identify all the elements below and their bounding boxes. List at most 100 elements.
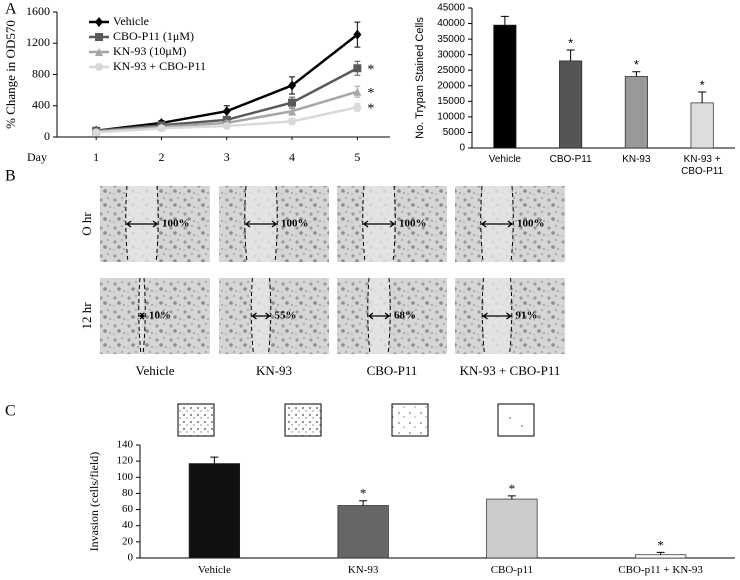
row-label: O hr [79,212,94,236]
bar [690,102,714,149]
y-tick-label: 20 [122,535,134,547]
gap-arrow [482,312,512,320]
closure-label: 100% [399,218,427,230]
wound-edge [481,277,513,355]
column-label: Vehicle [136,363,175,378]
gap-arrow [138,312,146,320]
wound-healing-grid: O hr 100% 100% 100% 100% 12 hr 10% 55% 68% 91% Veh… [79,185,565,378]
legend-label: KN-93 + CBO-P11 [113,59,206,73]
y-tick-label: 40000 [437,18,465,29]
marker [95,33,103,41]
x-tick-label: KN-93 [622,154,651,165]
significance: * [568,35,573,50]
significance: * [367,102,374,117]
significance: * [657,537,664,552]
y-tick-label: 140 [117,439,134,451]
gap-arrow [362,220,396,228]
legend-label: KN-93 (10μM) [113,44,186,58]
y-tick-label: 25000 [437,65,465,76]
significance: * [367,62,374,77]
bar [337,505,389,559]
x-axis-label: Day [27,150,47,164]
gap-arrow [480,220,514,228]
y-tick-label: 45000 [437,3,465,14]
significance: * [360,486,367,501]
column-label: KN-93 + CBO-P11 [460,363,561,378]
y-tick-label: 20000 [437,80,465,91]
error-bar [507,495,516,500]
y-tick-label: 60 [122,503,134,515]
x-tick-label: KN-93 [347,564,379,576]
marker [222,122,231,131]
x-tick-label: KN-93 + CBO-P11 [681,154,724,177]
marker [288,98,297,107]
x-tick-label-box: CBO-p11 [491,564,533,576]
marker [222,106,231,117]
closure-label: 68% [394,310,416,322]
significance: * [509,481,516,496]
marker [95,17,103,27]
closure-label: 100% [281,218,309,230]
y-tick-label: 5000 [443,127,466,138]
closure-label: 100% [517,218,545,230]
significance: * [700,77,705,92]
wound-edge [125,185,159,263]
marker [353,64,362,73]
gap-arrow [244,220,278,228]
closure-label: 10% [149,310,171,322]
x-tick-label-box: CBO-P11 [550,154,592,165]
error-bar [656,551,665,555]
micrograph [337,278,447,354]
y-tick-label: 0 [44,129,50,143]
marker [288,107,297,116]
wound-edge [362,185,396,263]
legend-label: CBO-P11 (1μM) [113,29,194,43]
y-tick-label: 400 [32,98,50,112]
y-axis-label: Invasion (cells/field) [87,452,101,552]
y-axis-label: % Change in OD570 [3,20,18,129]
panel-label: B [5,168,16,185]
marker [95,48,103,56]
closure-label: 91% [516,310,538,322]
wound-edge [138,277,146,355]
bar [559,60,583,149]
x-tick-label: 2 [158,150,164,164]
error-bar [500,15,509,26]
y-tick-label: 10000 [437,112,465,123]
row-label: 12 hr [79,302,94,330]
x-tick-label-box: Vehicle [198,564,231,576]
error-bar [566,49,575,61]
x-tick-label: 5 [354,150,360,164]
wound-edge [480,185,514,263]
wound-edge [367,277,391,355]
legend-label: Vehicle [113,14,149,28]
micrograph [100,278,210,354]
marker [92,128,101,137]
y-tick-label: 800 [32,66,50,80]
x-tick-label: 1 [93,150,99,164]
x-tick-label: CBO-p11 + KN-93 [618,564,703,576]
y-tick-label: 35000 [437,34,465,45]
column-label: KN-93 [256,363,292,378]
x-tick-label-box: Vehicle [489,154,521,165]
marker [353,103,362,112]
error-bar [698,91,707,103]
x-tick-label: 3 [224,150,230,164]
chart: 0 5000 10000 15000 20000 25000 30000 35000 40000… [414,3,735,177]
y-tick-label: 120 [117,455,134,467]
bar [493,24,517,149]
y-tick-label: 40 [122,519,134,531]
marker [353,29,362,40]
significance: * [634,57,639,72]
y-tick-label: 1200 [26,35,50,49]
gap-arrow [125,220,159,228]
y-axis-label: No. Trypan Stained Cells [414,17,426,139]
x-tick-label-box: KN-93 [622,154,651,165]
y-tick-label: 0 [459,143,465,154]
closure-label: 55% [275,310,297,322]
marker [95,63,103,71]
panel-label: A [5,1,17,18]
marker [157,124,166,133]
error-bar [359,500,368,506]
